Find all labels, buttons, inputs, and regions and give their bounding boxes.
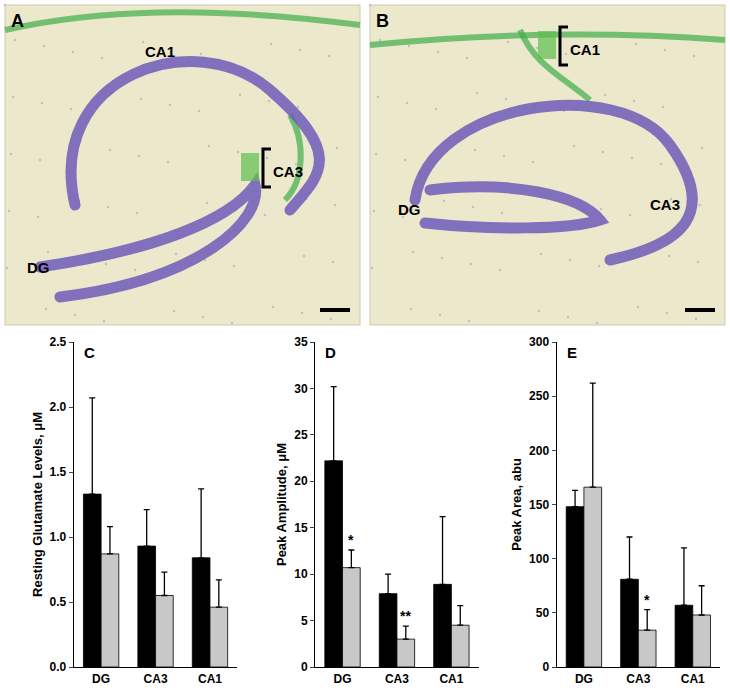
- svg-text:CA3: CA3: [273, 163, 303, 180]
- svg-text:CA3: CA3: [626, 672, 650, 686]
- svg-text:0: 0: [301, 660, 308, 674]
- svg-text:*: *: [644, 592, 650, 608]
- svg-text:C: C: [84, 344, 95, 361]
- svg-text:35: 35: [294, 335, 308, 349]
- svg-text:2.0: 2.0: [50, 400, 67, 414]
- svg-text:CA1: CA1: [570, 41, 600, 58]
- svg-text:CA3: CA3: [650, 196, 680, 213]
- svg-text:20: 20: [294, 474, 308, 488]
- svg-text:1.0: 1.0: [50, 530, 67, 544]
- svg-text:CA3: CA3: [144, 672, 168, 686]
- svg-text:B: B: [376, 11, 389, 31]
- svg-text:Peak Amplitude, μM: Peak Amplitude, μM: [274, 443, 289, 566]
- svg-text:Resting Glutamate Levels, μM: Resting Glutamate Levels, μM: [30, 412, 45, 597]
- svg-text:25: 25: [294, 428, 308, 442]
- svg-text:150: 150: [529, 498, 549, 512]
- svg-text:CA1: CA1: [198, 672, 222, 686]
- svg-text:A: A: [11, 11, 24, 31]
- svg-text:DG: DG: [334, 672, 352, 686]
- svg-text:CA3: CA3: [385, 672, 409, 686]
- svg-text:CA1: CA1: [681, 672, 705, 686]
- svg-text:30: 30: [294, 382, 308, 396]
- svg-text:15: 15: [294, 521, 308, 535]
- svg-text:CA1: CA1: [145, 43, 175, 60]
- svg-text:**: **: [400, 608, 411, 624]
- svg-text:DG: DG: [92, 672, 110, 686]
- svg-text:5: 5: [301, 614, 308, 628]
- svg-text:CA1: CA1: [439, 672, 463, 686]
- svg-text:Peak Area, abu: Peak Area, abu: [509, 458, 524, 551]
- svg-text:0.5: 0.5: [50, 595, 67, 609]
- svg-text:200: 200: [529, 444, 549, 458]
- svg-text:250: 250: [529, 389, 549, 403]
- svg-text:100: 100: [529, 552, 549, 566]
- svg-text:*: *: [348, 532, 354, 548]
- svg-text:D: D: [325, 344, 336, 361]
- svg-text:DG: DG: [575, 672, 593, 686]
- svg-text:10: 10: [294, 567, 308, 581]
- svg-text:300: 300: [529, 335, 549, 349]
- svg-text:E: E: [567, 344, 577, 361]
- svg-text:50: 50: [536, 606, 550, 620]
- svg-text:2.5: 2.5: [50, 335, 67, 349]
- svg-text:DG: DG: [27, 259, 50, 276]
- svg-text:0: 0: [542, 660, 549, 674]
- svg-text:DG: DG: [398, 201, 421, 218]
- svg-text:1.5: 1.5: [50, 465, 67, 479]
- svg-text:0.0: 0.0: [50, 660, 67, 674]
